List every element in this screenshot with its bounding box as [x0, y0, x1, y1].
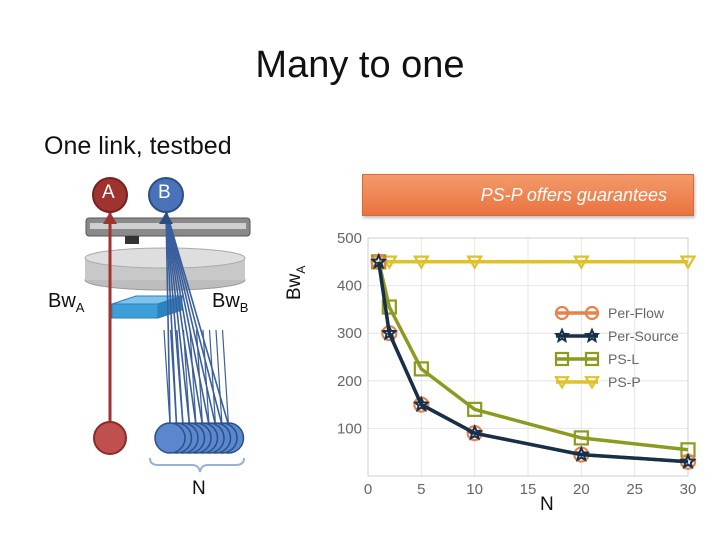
- fan-line: [189, 329, 197, 426]
- series-per-source: [370, 252, 697, 470]
- data-point: [679, 452, 697, 470]
- fan-line: [165, 209, 171, 426]
- data-point: [467, 401, 483, 417]
- data-point: [554, 305, 570, 321]
- x-tick-label: 0: [364, 481, 372, 498]
- data-point: [572, 445, 590, 462]
- source-node: [154, 422, 186, 454]
- node-a: [92, 177, 128, 213]
- bw-b-label: BwB: [212, 290, 249, 315]
- series-line: [376, 261, 689, 452]
- data-point: [584, 351, 600, 367]
- data-point: [554, 351, 570, 367]
- plot-frame: [367, 237, 689, 477]
- data-point: [380, 324, 398, 341]
- data-point: [553, 327, 571, 344]
- fan-in-flows: [163, 209, 230, 426]
- fan-line: [165, 209, 217, 426]
- guarantee-banner: PS-P offers guarantees: [362, 174, 694, 216]
- fan-line: [208, 329, 217, 426]
- subtitle: One link, testbed: [44, 132, 232, 160]
- fan-line: [176, 329, 184, 426]
- y-axis-label: BwA: [284, 265, 308, 300]
- legend-label: PS-L: [608, 351, 639, 367]
- y-tick-label: 100: [337, 420, 362, 437]
- x-tick-label: 15: [520, 481, 537, 498]
- bw-a-label: BwA: [48, 290, 85, 315]
- data-point: [583, 327, 601, 344]
- legend-label: Per-Source: [608, 328, 679, 344]
- legend-entry: Per-Flow: [554, 305, 665, 321]
- data-point: [413, 361, 429, 377]
- y-tick-label: 300: [337, 325, 362, 342]
- source-nodes: [154, 422, 245, 454]
- data-point: [584, 305, 600, 321]
- x-tick-label: 20: [573, 481, 590, 498]
- data-point: [554, 376, 570, 390]
- series-line: [376, 261, 689, 464]
- fan-line: [165, 209, 204, 426]
- data-point: [584, 376, 600, 390]
- fan-line: [163, 329, 171, 426]
- fan-line: [165, 209, 197, 426]
- node-a-label: A: [102, 182, 115, 203]
- fan-line: [169, 329, 178, 426]
- fan-line: [215, 329, 223, 426]
- source-a: [93, 421, 127, 455]
- x-axis-label: N: [540, 494, 554, 515]
- fan-line: [165, 209, 223, 426]
- y-tick-label: 200: [337, 373, 362, 390]
- node-b-label: B: [158, 182, 171, 203]
- fan-line: [165, 209, 230, 426]
- fan-line: [165, 209, 210, 426]
- fan-line: [165, 209, 191, 426]
- fan-line: [221, 329, 230, 426]
- x-tick-label: 25: [626, 481, 643, 498]
- data-point: [679, 255, 697, 270]
- data-point: [572, 255, 590, 270]
- data-point: [370, 252, 388, 270]
- x-tick-label: 30: [680, 481, 697, 498]
- data-point: [412, 255, 430, 270]
- y-tick-label: 400: [337, 278, 362, 295]
- fan-line: [202, 329, 210, 426]
- n-sources-label: N: [192, 478, 206, 499]
- legend-entry: Per-Source: [553, 327, 679, 344]
- data-point: [381, 299, 397, 315]
- legend-entry: PS-P: [554, 374, 641, 390]
- legend-label: PS-P: [608, 374, 641, 390]
- data-point: [573, 430, 589, 446]
- data-point: [466, 255, 484, 270]
- x-tick-label: 10: [466, 481, 483, 498]
- slide-title: Many to one: [255, 44, 465, 86]
- legend-entry: PS-L: [554, 351, 639, 367]
- data-point: [412, 395, 430, 413]
- x-tick-label: 5: [417, 481, 425, 498]
- data-point: [466, 424, 484, 441]
- series-ps-p: [370, 255, 697, 270]
- legend-label: Per-Flow: [608, 305, 665, 321]
- y-tick-label: 500: [337, 230, 362, 247]
- n-brace: [149, 457, 245, 473]
